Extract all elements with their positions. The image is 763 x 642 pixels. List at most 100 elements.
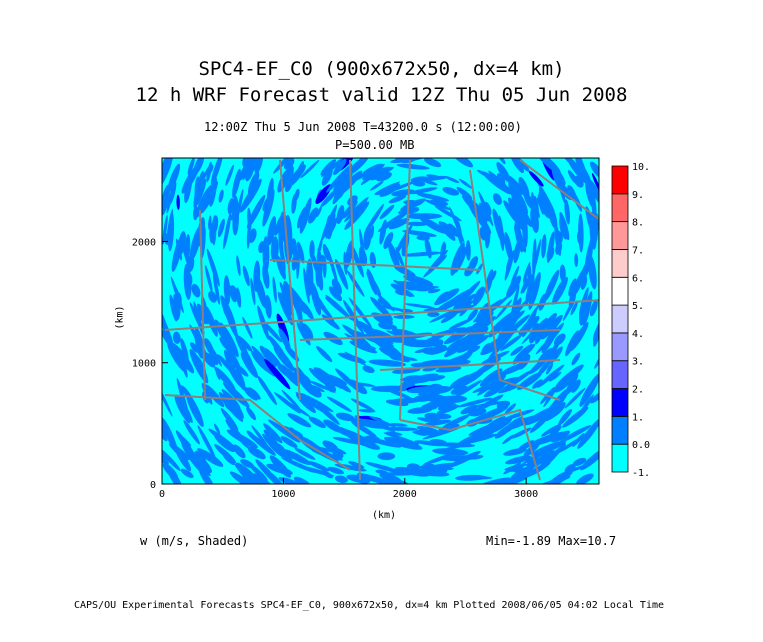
w-cell — [456, 187, 473, 200]
w-cell — [232, 195, 239, 235]
w-cell — [432, 448, 469, 456]
w-cell — [416, 192, 450, 202]
w-cell — [568, 278, 577, 297]
w-cell — [369, 335, 403, 357]
w-cell — [532, 238, 537, 277]
map-boundary — [519, 159, 599, 221]
w-cell — [344, 201, 370, 230]
w-cell — [296, 206, 308, 229]
w-cell — [509, 465, 535, 481]
w-cell — [458, 340, 481, 352]
w-cell — [438, 402, 457, 412]
w-cell — [166, 208, 174, 244]
w-cell — [467, 345, 481, 354]
w-cell — [562, 406, 589, 428]
w-cell — [262, 433, 284, 458]
w-cell — [264, 294, 272, 319]
w-cell — [197, 448, 224, 467]
w-cell — [458, 178, 473, 189]
w-cell — [417, 392, 441, 396]
w-cell — [488, 332, 514, 360]
colorbar-swatch — [611, 360, 629, 389]
w-cell — [356, 473, 393, 484]
map-boundary — [379, 359, 561, 371]
w-cell — [436, 293, 470, 312]
w-cell — [362, 365, 375, 374]
w-cell — [280, 364, 297, 385]
w-cell — [262, 321, 283, 343]
map-boundary — [469, 169, 561, 401]
w-cell — [186, 392, 204, 427]
w-cell — [215, 368, 221, 381]
w-cell — [222, 339, 243, 374]
w-cell — [162, 417, 179, 454]
w-cell — [202, 351, 216, 368]
w-cell — [208, 291, 218, 303]
w-cell — [504, 250, 515, 281]
colorbar-swatch — [611, 221, 629, 250]
w-cell — [259, 345, 277, 367]
w-cell — [488, 170, 514, 196]
w-cell — [298, 465, 335, 477]
colorbar-label: 4. — [632, 329, 644, 340]
w-cell — [190, 342, 199, 353]
w-cell — [403, 274, 434, 287]
w-cell — [407, 407, 433, 414]
w-cell — [419, 217, 448, 234]
w-cell — [518, 176, 530, 200]
w-cell — [162, 214, 168, 245]
w-cell — [274, 213, 285, 236]
w-cell — [346, 270, 365, 297]
valid-time: 12:00Z Thu 5 Jun 2008 T=43200.0 s (12:00… — [204, 120, 522, 134]
w-cell — [213, 423, 221, 435]
w-cell — [456, 219, 463, 245]
w-cell — [412, 431, 427, 436]
w-cell — [176, 194, 180, 210]
w-cell — [293, 476, 313, 484]
w-cell — [449, 374, 474, 389]
w-cell — [240, 158, 261, 176]
w-cell — [295, 393, 316, 413]
w-cell — [467, 309, 478, 322]
w-cell — [558, 425, 592, 443]
w-cell — [248, 463, 268, 481]
w-cell — [246, 406, 257, 421]
x-tick-label: 0 — [159, 489, 165, 500]
w-cell — [309, 240, 315, 260]
w-cell — [331, 278, 342, 295]
w-cell — [204, 338, 214, 355]
w-cell — [477, 379, 498, 396]
w-cell — [559, 264, 566, 282]
w-cell — [554, 402, 566, 415]
w-cell — [379, 183, 401, 197]
w-cell — [394, 466, 430, 477]
w-cell — [176, 378, 189, 417]
w-cell — [533, 476, 571, 484]
w-cell — [325, 217, 338, 239]
w-cell — [297, 241, 305, 264]
w-cell — [554, 364, 584, 389]
w-cell — [477, 169, 497, 181]
w-cell — [190, 453, 211, 477]
w-cell — [326, 396, 352, 413]
w-cell — [558, 158, 579, 170]
w-cell — [217, 218, 225, 238]
w-cell — [204, 264, 213, 294]
w-cell — [482, 376, 520, 391]
w-cell — [383, 232, 394, 250]
w-cell — [208, 428, 238, 451]
w-cell — [548, 425, 562, 438]
w-cell — [565, 373, 579, 394]
w-cell — [322, 243, 330, 261]
x-tick-label: 1000 — [271, 489, 295, 500]
w-cell — [365, 462, 402, 474]
w-cell — [284, 165, 294, 184]
w-cell — [549, 371, 562, 382]
w-cell — [589, 391, 599, 404]
colorbar-label: 10. — [632, 162, 650, 173]
w-cell — [298, 372, 312, 384]
w-cell — [167, 163, 181, 193]
w-cell — [526, 316, 537, 332]
colorbar-label: 9. — [632, 190, 644, 201]
w-cell — [300, 159, 320, 179]
